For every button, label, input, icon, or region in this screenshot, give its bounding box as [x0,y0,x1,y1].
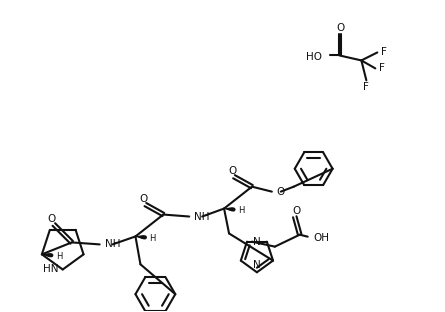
Text: O: O [48,213,56,223]
Text: HN: HN [43,265,59,275]
Text: O: O [277,187,285,197]
Text: N: N [253,260,261,270]
Text: H: H [150,234,156,243]
Text: N: N [253,237,261,247]
Text: OH: OH [314,233,330,243]
Text: F: F [379,63,385,73]
Text: H: H [238,206,244,215]
Text: NH: NH [194,212,210,222]
Text: H: H [56,252,62,261]
Text: F: F [364,82,369,92]
Text: NH: NH [105,239,120,249]
Text: O: O [139,194,148,204]
Text: F: F [381,47,387,57]
Text: HO: HO [306,52,322,62]
Text: O: O [336,22,344,32]
Text: O: O [293,206,301,216]
Text: O: O [228,166,236,176]
